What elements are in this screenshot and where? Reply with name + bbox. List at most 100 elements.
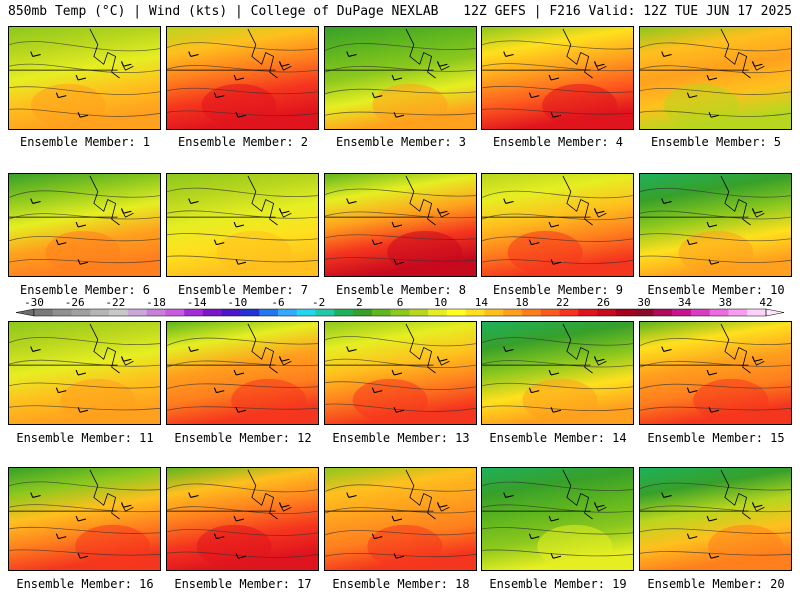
- colorbar-tick-label: -10: [227, 296, 248, 309]
- colorbar-segment: [146, 309, 166, 316]
- ensemble-map-panel: [324, 173, 477, 277]
- colorbar-segment: [672, 309, 692, 316]
- ensemble-member-label: Ensemble Member: 18: [332, 577, 470, 591]
- colorbar-tick-label: 2: [356, 296, 363, 309]
- colorbar-segment: [371, 309, 391, 316]
- colorbar-tick-label: -6: [271, 296, 285, 309]
- ensemble-map-panel: [8, 26, 161, 130]
- ensemble-map-panel: [166, 26, 319, 130]
- ensemble-map-panel: [324, 467, 477, 571]
- colorbar-segment: [334, 309, 354, 316]
- colorbar-tick-label: 22: [556, 296, 570, 309]
- ensemble-map-panel: [481, 173, 634, 277]
- temperature-colorbar: [15, 308, 785, 317]
- ensemble-member-label: Ensemble Member: 3: [335, 135, 467, 149]
- ensemble-map-panel: [166, 467, 319, 571]
- colorbar-segment: [184, 309, 204, 316]
- ensemble-member-label: Ensemble Member: 1: [19, 135, 151, 149]
- ensemble-member-label: Ensemble Member: 15: [647, 431, 785, 445]
- colorbar-segment: [465, 309, 485, 316]
- ensemble-map-panel: [324, 321, 477, 425]
- colorbar-segment: [446, 309, 466, 316]
- model-run-info: 12Z GEFS | F216 Valid: 12Z TUE JUN 17 20…: [463, 4, 792, 19]
- ensemble-member-label: Ensemble Member: 4: [492, 135, 624, 149]
- ensemble-member-label: Ensemble Member: 8: [335, 283, 467, 297]
- colorbar-segment: [709, 309, 729, 316]
- ensemble-map-panel: [8, 321, 161, 425]
- ensemble-map-panel: [166, 173, 319, 277]
- ensemble-map-panel: [481, 321, 634, 425]
- colorbar-segment: [390, 309, 410, 316]
- colorbar-segment: [278, 309, 298, 316]
- ensemble-member-label: Ensemble Member: 10: [647, 283, 785, 297]
- colorbar-segment: [747, 309, 767, 316]
- colorbar-segment: [578, 309, 598, 316]
- ensemble-member-label: Ensemble Member: 17: [174, 577, 312, 591]
- ensemble-map-panel: [639, 26, 792, 130]
- colorbar-tick-label: -2: [312, 296, 326, 309]
- ensemble-map-panel: [166, 321, 319, 425]
- colorbar-segment: [409, 309, 429, 316]
- colorbar-tick-label: 38: [718, 296, 732, 309]
- colorbar-tick-label: -18: [146, 296, 166, 309]
- ensemble-map-panel: [639, 467, 792, 571]
- colorbar-segment: [202, 309, 222, 316]
- ensemble-member-label: Ensemble Member: 9: [492, 283, 624, 297]
- colorbar-tick-label: 42: [759, 296, 773, 309]
- colorbar-segment: [315, 309, 335, 316]
- chart-title: 850mb Temp (°C) | Wind (kts) | College o…: [8, 4, 439, 19]
- colorbar-segment: [109, 309, 129, 316]
- colorbar-segment: [127, 309, 147, 316]
- colorbar-segment: [71, 309, 91, 316]
- colorbar-tick-label: 14: [474, 296, 488, 309]
- colorbar-segment: [353, 309, 373, 316]
- ensemble-member-label: Ensemble Member: 5: [650, 135, 782, 149]
- ensemble-member-label: Ensemble Member: 2: [177, 135, 309, 149]
- colorbar-segment: [296, 309, 316, 316]
- ensemble-member-label: Ensemble Member: 13: [332, 431, 470, 445]
- colorbar-tick-label: 30: [637, 296, 651, 309]
- ensemble-map-panel: [8, 173, 161, 277]
- colorbar-segment: [34, 309, 54, 316]
- colorbar-tick-label: 18: [515, 296, 529, 309]
- colorbar-tick-label: -26: [64, 296, 85, 309]
- colorbar-segment: [634, 309, 654, 316]
- ensemble-member-label: Ensemble Member: 11: [16, 431, 154, 445]
- colorbar-tick-label: 6: [396, 296, 404, 309]
- ensemble-map-panel: [639, 173, 792, 277]
- ensemble-member-label: Ensemble Member: 6: [19, 283, 151, 297]
- colorbar-segment: [221, 309, 241, 316]
- colorbar-segment: [522, 309, 542, 316]
- colorbar-segment: [240, 309, 260, 316]
- ensemble-member-label: Ensemble Member: 12: [174, 431, 312, 445]
- colorbar-tick-label: 34: [678, 296, 692, 309]
- colorbar-segment: [165, 309, 185, 316]
- colorbar-segment: [259, 309, 279, 316]
- ensemble-member-label: Ensemble Member: 20: [647, 577, 785, 591]
- colorbar-segment: [90, 309, 110, 316]
- ensemble-map-panel: [481, 26, 634, 130]
- ensemble-map-panel: [324, 26, 477, 130]
- colorbar-segment: [728, 309, 748, 316]
- colorbar-tick-label: -30: [24, 296, 44, 309]
- ensemble-member-label: Ensemble Member: 19: [489, 577, 627, 591]
- colorbar-segment: [615, 309, 635, 316]
- colorbar-tick-label: -22: [105, 296, 126, 309]
- ensemble-map-panel: [481, 467, 634, 571]
- ensemble-member-label: Ensemble Member: 7: [177, 283, 309, 297]
- colorbar-segment: [559, 309, 579, 316]
- colorbar-tick-label: 10: [434, 296, 448, 309]
- ensemble-map-panel: [639, 321, 792, 425]
- colorbar-tick-label: 26: [596, 296, 610, 309]
- colorbar-segment: [540, 309, 560, 316]
- colorbar-segment: [428, 309, 448, 316]
- colorbar-segment: [503, 309, 523, 316]
- colorbar-segment: [52, 309, 72, 316]
- ensemble-member-label: Ensemble Member: 14: [489, 431, 627, 445]
- colorbar-segment: [484, 309, 504, 316]
- ensemble-map-panel: [8, 467, 161, 571]
- colorbar-segment: [690, 309, 710, 316]
- colorbar-tick-label: -14: [186, 296, 207, 309]
- colorbar-segment: [597, 309, 617, 316]
- colorbar-segment: [653, 309, 673, 316]
